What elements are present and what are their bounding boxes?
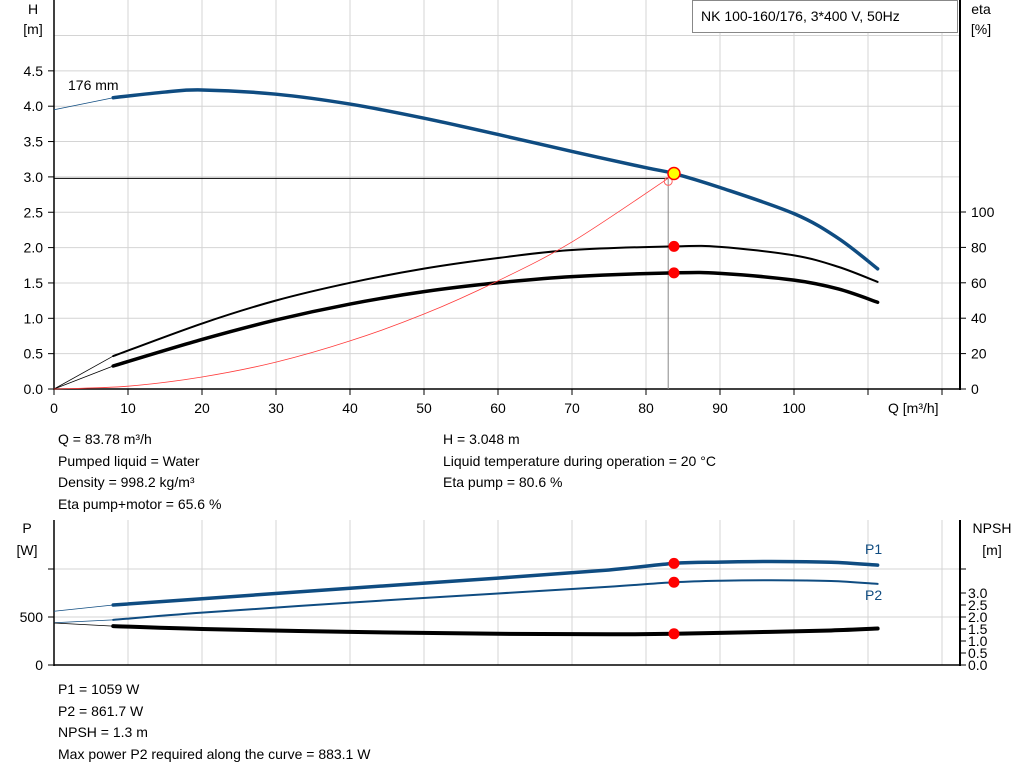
x-tick-label: 80 [638, 400, 654, 416]
y-tick-label-left: 1.5 [24, 275, 44, 291]
info-top-right: H = 3.048 m Liquid temperature during op… [443, 429, 716, 494]
y-tick-label-left: 0.5 [24, 346, 44, 362]
operating-point-p1 [668, 557, 680, 569]
y-tick-label-right: 2.5 [968, 597, 988, 613]
NPSH-extension [53, 622, 114, 627]
y-tick-label-right: 0 [971, 381, 979, 397]
x-tick-label: 90 [712, 400, 728, 416]
P1-extension [53, 604, 114, 612]
x-tick-label: 100 [782, 400, 806, 416]
y-tick-label-left: 2.5 [24, 204, 44, 220]
y-axis-unit-right: [m] [982, 542, 1001, 558]
head-extension [53, 97, 114, 111]
y-tick-label-left: 4.5 [24, 63, 44, 79]
x-tick-label: 50 [416, 400, 432, 416]
y-tick-label-right: 0.0 [968, 657, 988, 673]
y-tick-label-left: 0 [35, 657, 43, 673]
x-axis-label: Q [m³/h] [888, 400, 939, 416]
P2-curve [112, 579, 879, 621]
series-label-P1: P1 [865, 541, 882, 557]
curve-label: 176 mm [68, 77, 119, 93]
eta-pump-curve [112, 244, 879, 358]
info-liquid: Pumped liquid = Water [58, 452, 200, 469]
x-tick-label: 60 [490, 400, 506, 416]
y-tick-label-left: 4.0 [24, 98, 44, 114]
x-tick-label: 30 [268, 400, 284, 416]
info-top-left: Q = 83.78 m³/h Pumped liquid = Water Den… [58, 429, 221, 515]
P2-extension [53, 619, 114, 624]
y-tick-label-left: 500 [20, 609, 44, 625]
y-tick-label-right: 40 [971, 310, 987, 326]
series-label-P2: P2 [865, 587, 882, 603]
y-axis-unit-right: [%] [971, 21, 991, 37]
info-p1: P1 = 1059 W [58, 681, 140, 697]
legend-box: NK 100-160/176, 3*400 V, 50Hz [692, 0, 958, 33]
x-tick-label: 10 [120, 400, 136, 416]
system-curve-curve [53, 177, 669, 390]
P1-curve [111, 559, 880, 607]
operating-point-npsh [668, 628, 680, 640]
y-tick-label-right: 20 [971, 346, 987, 362]
y-tick-label-left: 0.0 [24, 381, 44, 397]
operating-point-p2 [668, 576, 680, 588]
info-temperature: Liquid temperature during operation = 20… [443, 452, 716, 469]
info-max-p2: Max power P2 required along the curve = … [58, 745, 371, 762]
y-tick-label-right: 1.5 [968, 621, 988, 637]
eta-pump-motor-extension [53, 365, 114, 390]
NPSH-curve [111, 624, 880, 637]
y-axis-unit-left: [m] [23, 21, 42, 37]
y-tick-label-left: 3.5 [24, 134, 44, 150]
info-p2: P2 = 861.7 W [58, 702, 144, 719]
x-tick-label: 40 [342, 400, 358, 416]
x-tick-label: 20 [194, 400, 210, 416]
legend-text: NK 100-160/176, 3*400 V, 50Hz [701, 8, 900, 24]
info-density: Density = 998.2 kg/m³ [58, 474, 195, 490]
y-tick-label-right: 60 [971, 275, 987, 291]
eta-pump-motor-curve [111, 270, 880, 368]
y-tick-label-right: 80 [971, 239, 987, 255]
y-axis-label-right: NPSH [973, 520, 1012, 536]
y-axis-label-left: H [28, 1, 38, 17]
y-tick-label-right: 1.0 [968, 633, 988, 649]
info-h: H = 3.048 m [443, 431, 520, 447]
y-tick-label-right: 3.0 [968, 585, 988, 601]
eta-pump-extension [53, 355, 114, 390]
info-eta-pump-motor: Eta pump+motor = 65.6 % [58, 495, 222, 512]
y-axis-label-right: eta [971, 1, 991, 17]
operating-point-eta-pump-motor [668, 267, 680, 279]
y-axis-unit-left: [W] [17, 542, 38, 558]
y-tick-label-left: 3.0 [24, 169, 44, 185]
duty-point-marker [663, 176, 673, 186]
y-axis-label-left: P [22, 520, 31, 536]
x-tick-label: 70 [564, 400, 580, 416]
operating-point-head [667, 166, 681, 181]
y-tick-label-right: 100 [971, 204, 995, 220]
info-bottom: P1 = 1059 W P2 = 861.7 W NPSH = 1.3 m Ma… [58, 679, 370, 765]
y-tick-label-right: 0.5 [968, 645, 988, 661]
y-tick-label-right: 2.0 [968, 609, 988, 625]
info-q: Q = 83.78 m³/h [58, 431, 152, 447]
y-tick-label-left: 1.0 [24, 310, 44, 326]
info-npsh: NPSH = 1.3 m [58, 724, 148, 740]
head-curve [111, 88, 880, 271]
y-tick-label-left: 2.0 [24, 240, 44, 256]
operating-point-eta-pump [668, 240, 680, 252]
info-eta-pump: Eta pump = 80.6 % [443, 474, 563, 490]
x-tick-label: 0 [50, 400, 58, 416]
